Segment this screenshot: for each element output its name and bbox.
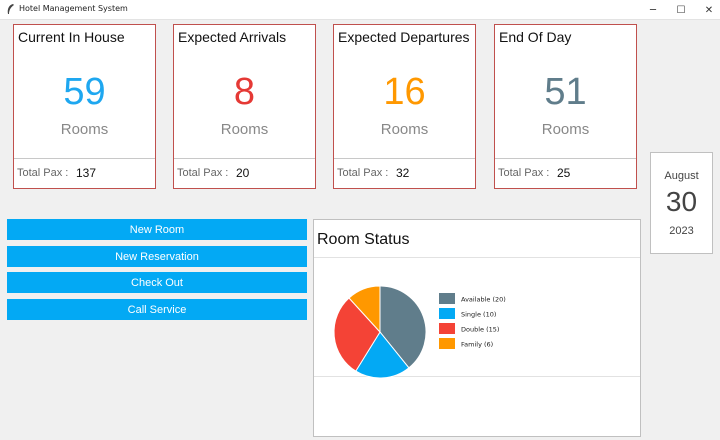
card-current-in-house: Current In House 59 Rooms Total Pax : 13… [13, 24, 156, 189]
window-title: Hotel Management System [19, 4, 128, 13]
legend-label-0: Available (20) [461, 296, 506, 304]
window-title-bar: Hotel Management System ─ ☐ ✕ [0, 0, 720, 20]
pax-value: 32 [396, 166, 410, 180]
pax-label: Total Pax : [498, 167, 550, 179]
card-expected-departures: Expected Departures 16 Rooms Total Pax :… [333, 24, 476, 189]
card-unit: Rooms [220, 121, 269, 138]
new-reservation-button[interactable]: New Reservation [7, 246, 307, 267]
card-value: 16 [383, 71, 426, 113]
pie-slice-3 [348, 285, 381, 334]
legend-label-2: Double (15) [461, 326, 499, 334]
room-status-panel: Room Status Available (20) Single (10) Dou… [313, 219, 641, 437]
room-status-pie-chart: Available (20) Single (10) Double (15) Fami… [333, 285, 506, 379]
call-service-button[interactable]: Call Service [7, 299, 307, 320]
pax-value: 20 [236, 166, 250, 180]
feather-icon [7, 4, 14, 14]
legend-swatch-1 [439, 308, 455, 319]
pie-slice-2 [333, 297, 381, 372]
legend-swatch-0 [439, 293, 455, 304]
card-end-of-day: End Of Day 51 Rooms Total Pax : 25 [494, 24, 637, 189]
pie-slice-0 [379, 285, 427, 369]
card-value: 59 [63, 71, 106, 113]
card-unit: Rooms [60, 121, 109, 138]
room-status-title: Room Status [317, 231, 410, 248]
date-year: 2023 [669, 225, 694, 237]
minimize-button[interactable]: ─ [649, 4, 657, 16]
legend-label-1: Single (10) [461, 311, 496, 319]
date-month: August [664, 170, 699, 182]
maximize-button[interactable]: ☐ [676, 4, 686, 16]
check-out-button[interactable]: Check Out [7, 272, 307, 293]
card-unit: Rooms [541, 121, 590, 138]
card-divider [334, 158, 475, 159]
card-title: Expected Departures [338, 29, 470, 45]
card-divider [14, 158, 155, 159]
legend-label-3: Family (6) [461, 341, 493, 349]
panel-divider [314, 257, 640, 258]
pax-label: Total Pax : [17, 167, 69, 179]
pax-label: Total Pax : [337, 167, 389, 179]
card-divider [174, 158, 315, 159]
panel-divider [314, 376, 640, 377]
legend-swatch-3 [439, 338, 455, 349]
card-title: Current In House [18, 29, 125, 45]
card-value: 8 [233, 71, 256, 113]
card-expected-arrivals: Expected Arrivals 8 Rooms Total Pax : 20 [173, 24, 316, 189]
card-unit: Rooms [380, 121, 429, 138]
pax-value: 137 [76, 166, 97, 180]
new-room-button[interactable]: New Room [7, 219, 307, 240]
legend-swatch-2 [439, 323, 455, 334]
card-title: Expected Arrivals [178, 29, 287, 45]
date-day: 30 [665, 186, 698, 217]
pax-value: 25 [557, 166, 571, 180]
card-title: End Of Day [499, 29, 572, 45]
close-button[interactable]: ✕ [704, 4, 714, 16]
card-divider [495, 158, 636, 159]
pie-slice-1 [355, 331, 410, 379]
card-value: 51 [544, 71, 587, 113]
pax-label: Total Pax : [177, 167, 229, 179]
date-card: August 30 2023 [650, 152, 713, 254]
